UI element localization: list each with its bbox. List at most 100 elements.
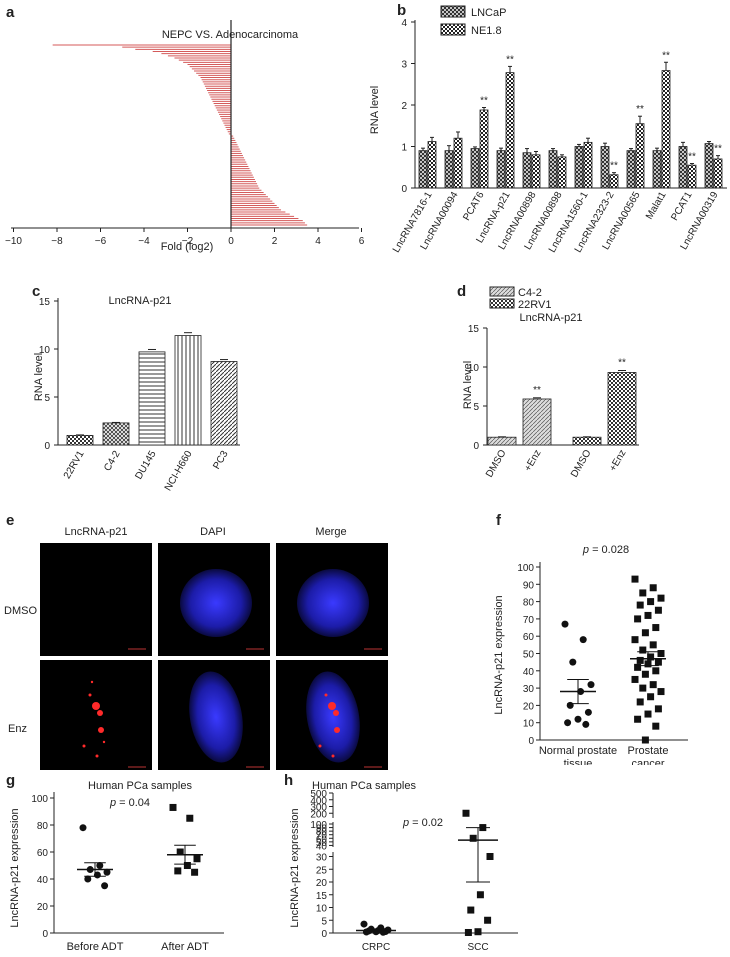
- y-tick-label: 0: [321, 929, 327, 940]
- x-tick-label: After ADT: [161, 941, 209, 953]
- bar: [704, 143, 714, 189]
- data-point: [652, 624, 660, 632]
- chart-h-pvalue: p = 0.02: [402, 817, 443, 829]
- data-point: [647, 693, 655, 701]
- data-point: [631, 675, 639, 683]
- legend-swatch: [440, 23, 466, 36]
- y-tick-label: 15: [468, 324, 480, 335]
- x-tick-label: cancer: [631, 758, 664, 765]
- bar: [102, 422, 130, 446]
- bar: [522, 398, 552, 446]
- y-tick-label: 500: [310, 789, 327, 800]
- data-point: [96, 862, 104, 869]
- chart-f-ylabel: LncRNA-p21 expression: [493, 595, 505, 714]
- y-tick-label: 90: [316, 824, 328, 835]
- data-point: [649, 584, 657, 592]
- y-tick-label: 1: [401, 143, 407, 154]
- data-point: [464, 928, 472, 936]
- significance-label: **: [714, 144, 722, 155]
- data-point: [657, 594, 665, 602]
- bar: [453, 137, 463, 189]
- data-point: [169, 803, 177, 811]
- y-tick-label: 5: [321, 916, 327, 927]
- panel-e-col-1: LncRNA-p21: [65, 526, 128, 538]
- data-point: [647, 653, 655, 661]
- panel-label-a: a: [6, 4, 15, 21]
- data-point: [636, 601, 644, 609]
- x-tick-label: Normal prostate: [539, 745, 617, 757]
- y-tick-label: 30: [316, 853, 328, 864]
- legend-swatch: [440, 5, 466, 18]
- panel-e-col-2: DAPI: [200, 526, 226, 538]
- x-tick-label: PC3: [211, 449, 230, 472]
- panel-f: f p = 0.028 LncRNA-p21 expression 0 10 20 3…: [493, 512, 688, 765]
- panel-g: g Human PCa samples p = 0.04 LncRNA-p21 …: [6, 772, 224, 953]
- data-point: [360, 920, 368, 928]
- data-point: [103, 868, 111, 876]
- panel-e: e LncRNA-p21 DAPI Merge DMSO Enz: [0, 510, 500, 773]
- bar: [583, 141, 593, 189]
- bar: [138, 351, 166, 446]
- bar: [548, 150, 558, 189]
- data-point: [476, 891, 484, 899]
- y-tick-label: 100: [31, 794, 48, 805]
- y-tick-label: 60: [523, 632, 535, 643]
- y-tick-label: 15: [39, 297, 51, 308]
- y-tick-label: 50: [523, 650, 535, 661]
- y-tick-label: 60: [316, 834, 328, 845]
- data-point: [579, 636, 587, 644]
- data-point: [652, 722, 660, 730]
- micrograph-enz-lncrna: [40, 660, 152, 773]
- y-tick-label: 100: [310, 820, 327, 831]
- x-tick-label: 6: [359, 236, 365, 247]
- panel-label-h: h: [284, 772, 293, 789]
- data-point: [569, 658, 577, 666]
- chart-a-xlabel: Fold (log2): [161, 241, 214, 253]
- y-tick-label: 20: [523, 701, 535, 712]
- significance-label: **: [506, 54, 514, 65]
- legend-label: NE1.8: [471, 25, 502, 37]
- data-point: [474, 928, 482, 936]
- x-tick-label: Before ADT: [67, 941, 124, 953]
- y-tick-label: 70: [316, 831, 328, 842]
- bar: [487, 436, 517, 446]
- panel-h: h Human PCa samples p = 0.02 LncRNA-p21 …: [284, 772, 518, 953]
- y-tick-label: 25: [316, 865, 328, 876]
- chart-c-title: LncRNA-p21: [109, 295, 172, 307]
- data-point: [654, 705, 662, 713]
- x-tick-label: PCAT6: [461, 190, 486, 223]
- panel-e-svg: e LncRNA-p21 DAPI Merge DMSO Enz: [4, 512, 388, 773]
- data-point: [176, 848, 184, 856]
- data-point: [186, 814, 194, 822]
- x-tick-label: CRPC: [362, 942, 390, 953]
- y-tick-label: 80: [523, 598, 535, 609]
- red-foci: [318, 693, 340, 758]
- bar: [505, 72, 515, 189]
- y-tick-label: 40: [316, 841, 328, 852]
- legend-label: C4-2: [518, 287, 542, 299]
- significance-label: **: [533, 385, 541, 396]
- data-point: [484, 916, 492, 924]
- x-tick-label: 4: [315, 236, 321, 247]
- y-tick-label: 30: [523, 684, 535, 695]
- data-point: [634, 715, 642, 723]
- data-point: [566, 701, 574, 709]
- y-tick-label: 10: [468, 363, 480, 374]
- bar: [444, 150, 454, 189]
- data-point: [584, 708, 592, 716]
- data-point: [644, 710, 652, 718]
- bar: [661, 70, 671, 189]
- data-point: [84, 875, 92, 883]
- legend-swatch: [489, 298, 515, 309]
- y-tick-label: 100: [517, 563, 534, 574]
- data-point: [634, 663, 642, 671]
- significance-label: **: [618, 358, 626, 369]
- y-tick-label: 40: [523, 667, 535, 678]
- chart-b-ylabel: RNA level: [369, 86, 381, 134]
- data-point: [631, 636, 639, 644]
- chart-h-ylabel: LncRNA-p21 expression: [289, 808, 301, 927]
- data-point: [462, 809, 470, 817]
- panel-e-col-3: Merge: [315, 526, 346, 538]
- y-tick-label: 20: [316, 878, 328, 889]
- nucleus: [189, 671, 243, 763]
